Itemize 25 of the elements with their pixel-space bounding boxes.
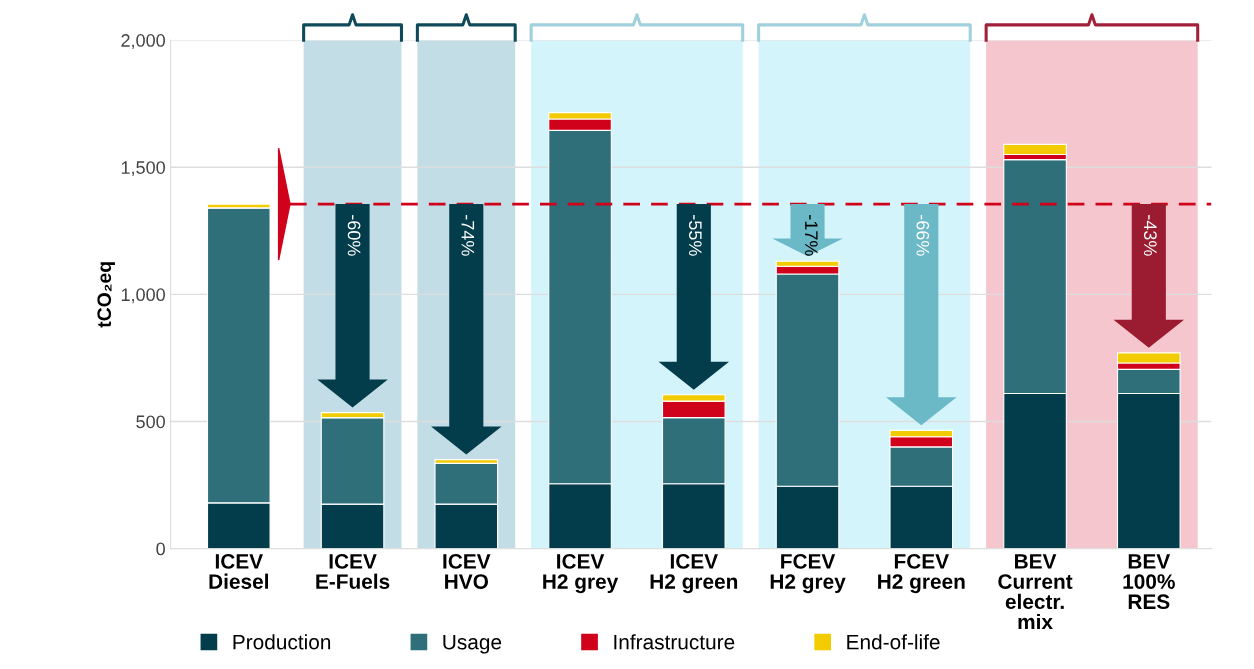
annotation: -17% <box>805 215 818 256</box>
legend-label: Infrastructure <box>614 634 735 650</box>
y-axis-title: tCO₂eq <box>97 262 115 328</box>
y-tick-label: 500 <box>136 415 165 429</box>
y-tick-label: 1,500 <box>121 161 165 177</box>
x-tick-label: ICEV HVO <box>443 553 491 589</box>
x-tick-label: BEV Current electr. mix <box>998 554 1073 630</box>
x-tick-label: FCEV H2 green <box>878 553 965 594</box>
annotation: -43% <box>1143 215 1157 256</box>
legend-label: Production <box>233 634 331 650</box>
legend-label: End-of-life <box>847 634 940 650</box>
legend-label: Usage <box>443 634 502 654</box>
x-tick-label: ICEV Diesel <box>209 553 269 589</box>
annotation: -60% <box>347 215 361 256</box>
y-tick-label: 2,000 <box>121 34 165 49</box>
x-tick-label: ICEV H2 green <box>650 553 738 594</box>
annotation: -74% <box>461 215 475 256</box>
annotation: -55% <box>688 215 702 256</box>
annotation: -66% <box>916 215 930 256</box>
y-tick-label: 1,000 <box>121 288 165 304</box>
x-tick-label: BEV 100% RES <box>1123 554 1175 610</box>
y-tick-label: 0 <box>156 542 165 556</box>
x-tick-label: ICEV H2 grey <box>543 553 619 594</box>
x-tick-label: FCEV H2 grey <box>770 553 846 594</box>
x-tick-label: ICEV E-Fuels <box>316 553 390 589</box>
